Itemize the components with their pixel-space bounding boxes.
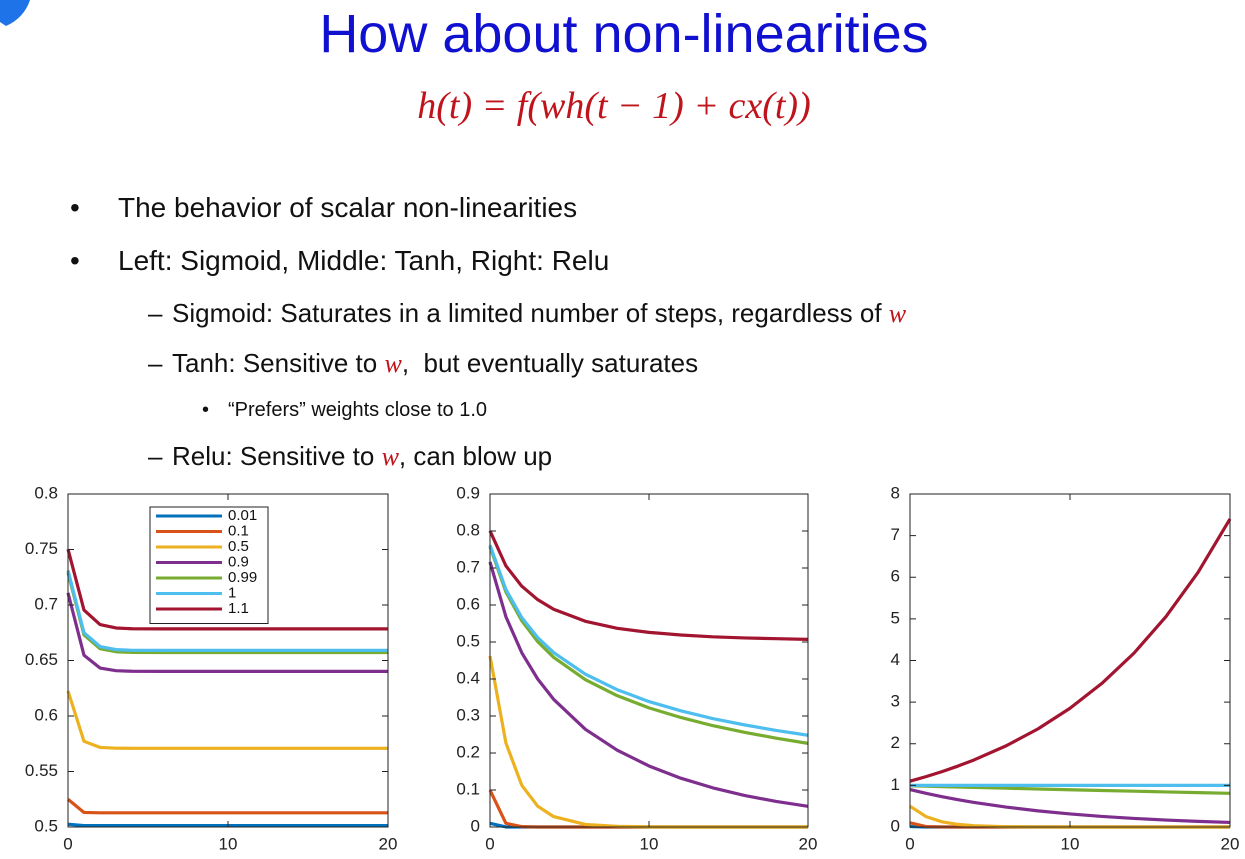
y-tick-label: 0.6	[34, 705, 58, 724]
series-line	[488, 561, 809, 808]
series-line	[488, 530, 809, 642]
math-variable: w	[384, 349, 402, 378]
x-tick-label: 0	[905, 834, 914, 853]
bullet-marker: –	[148, 348, 163, 378]
y-tick-label: 3	[891, 692, 900, 711]
legend-label: 1.1	[228, 600, 249, 617]
y-tick-label: 0	[471, 816, 480, 835]
text-run: The behavior of scalar non-linearities	[118, 192, 577, 223]
series-line	[909, 518, 1232, 783]
math-variable: w	[889, 299, 907, 328]
y-tick-label: 0	[891, 816, 900, 835]
bullet-marker: –	[148, 441, 163, 471]
corner-decoration	[0, 0, 30, 26]
text-run: Tanh: Sensitive to	[172, 348, 384, 378]
y-tick-label: 0.6	[456, 594, 480, 613]
bullet-marker: •	[202, 399, 209, 421]
formula: h(t) = f(wh(t − 1) + cx(t))	[417, 85, 810, 127]
series-line	[66, 548, 388, 631]
series-line	[909, 787, 1231, 825]
x-tick-label: 20	[379, 834, 398, 853]
bullet-text: Relu: Sensitive to w, can blow up	[172, 441, 552, 471]
legend-label: 0.1	[228, 522, 249, 539]
y-tick-label: 0.5	[456, 631, 480, 650]
math-variable: w	[382, 442, 400, 471]
y-tick-label: 4	[891, 650, 900, 669]
bullet-text: Tanh: Sensitive to w, but eventually sat…	[172, 348, 698, 378]
series-line	[66, 592, 388, 673]
bullet-marker: –	[148, 298, 163, 328]
y-tick-label: 0.2	[456, 742, 480, 761]
bullet-marker: •	[70, 192, 80, 223]
y-tick-label: 0.7	[34, 594, 58, 613]
x-tick-label: 10	[219, 834, 238, 853]
y-tick-label: 0.1	[456, 779, 480, 798]
x-tick-label: 0	[485, 834, 494, 853]
series-line	[488, 544, 809, 737]
x-tick-label: 10	[1061, 834, 1080, 853]
y-tick-label: 0.5	[34, 816, 58, 835]
x-tick-label: 20	[1221, 834, 1240, 853]
x-tick-label: 0	[63, 834, 72, 853]
y-tick-label: 0.8	[34, 483, 58, 502]
series-line	[488, 546, 809, 745]
y-tick-label: 2	[891, 733, 900, 752]
text-run: , but eventually saturates	[402, 348, 698, 378]
text-run: “Prefers” weights close to 1.0	[228, 399, 487, 421]
y-tick-label: 0.3	[456, 705, 480, 724]
legend-label: 0.9	[228, 553, 249, 570]
y-tick-label: 0.8	[456, 520, 480, 539]
bullet-text: Sigmoid: Saturates in a limited number o…	[172, 298, 907, 328]
series-line	[66, 570, 388, 652]
y-tick-label: 0.4	[456, 668, 480, 687]
bullet-marker: •	[70, 245, 80, 276]
y-tick-label: 0.65	[25, 650, 58, 669]
series-line	[66, 572, 388, 655]
y-tick-label: 5	[891, 608, 900, 627]
slide-title: How about non-linearities	[319, 4, 928, 64]
legend-box	[149, 506, 269, 624]
y-tick-label: 1	[891, 775, 900, 794]
bullet-text: “Prefers” weights close to 1.0	[228, 399, 487, 421]
plot-area	[910, 494, 1230, 827]
bullet-text: Left: Sigmoid, Middle: Tanh, Right: Relu	[118, 245, 609, 276]
bullet-text: The behavior of scalar non-linearities	[118, 192, 577, 223]
y-tick-label: 6	[891, 567, 900, 586]
legend-label: 0.5	[228, 538, 249, 555]
text-run: Left: Sigmoid, Middle: Tanh, Right: Relu	[118, 245, 609, 276]
legend-label: 0.99	[228, 569, 257, 586]
series-line	[66, 690, 388, 750]
y-tick-label: 0.7	[456, 557, 480, 576]
y-tick-label: 7	[891, 525, 900, 544]
text-run: Relu: Sensitive to	[172, 441, 382, 471]
text-run: , can blow up	[399, 441, 552, 471]
y-tick-label: 0.9	[456, 483, 480, 502]
series-line	[67, 822, 388, 828]
y-tick-label: 8	[891, 483, 900, 502]
x-tick-label: 20	[799, 834, 818, 853]
y-tick-label: 0.55	[25, 761, 58, 780]
legend-label: 0.01	[228, 507, 257, 524]
x-tick-label: 10	[640, 834, 659, 853]
y-tick-label: 0.75	[25, 539, 58, 558]
legend-label: 1	[228, 584, 236, 601]
plot-area	[490, 494, 808, 827]
text-run: Sigmoid: Saturates in a limited number o…	[172, 298, 889, 328]
series-line	[66, 798, 388, 815]
